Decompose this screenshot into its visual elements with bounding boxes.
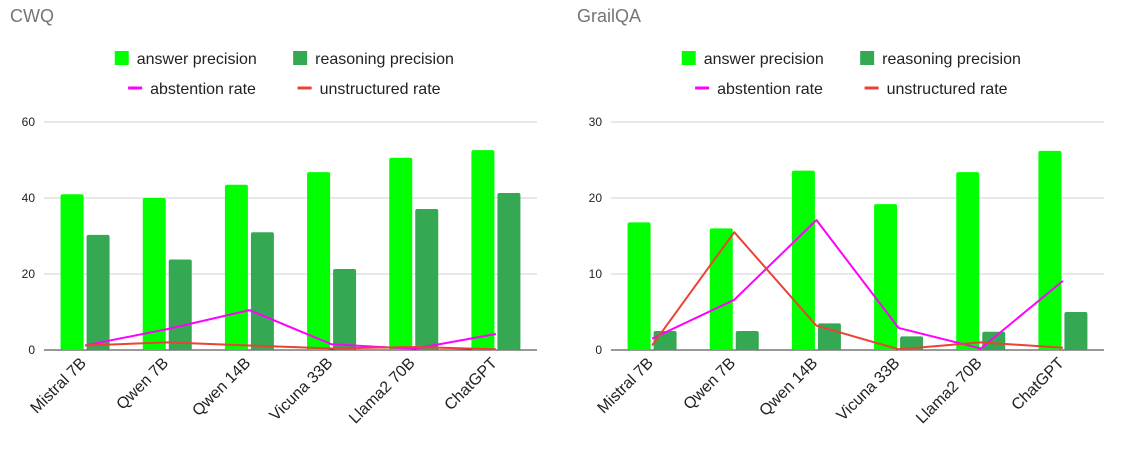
chart-panel-grailqa: GrailQA 0 10 20 30 answer precision reasoning…	[567, 0, 1134, 450]
x-tick-label: ChatGPT	[1009, 355, 1068, 414]
bar	[653, 331, 677, 350]
series-line	[651, 231, 1063, 351]
x-tick-label: Qwen 7B	[114, 355, 173, 414]
legend-label: reasoning precision	[882, 51, 1021, 68]
series-line	[85, 341, 496, 351]
bar	[86, 234, 110, 350]
bar	[709, 228, 733, 350]
bar	[956, 172, 980, 350]
x-tick-label: Llama2 70B	[913, 355, 985, 427]
chart-title: GrailQA	[577, 6, 642, 26]
y-tick-label: 60	[22, 115, 36, 129]
x-tick-label: Qwen 7B	[681, 355, 740, 414]
legend-swatch	[681, 51, 696, 65]
bar	[900, 336, 924, 350]
bar	[1064, 312, 1088, 350]
y-tick-label: 40	[22, 191, 36, 205]
legend-label: answer precision	[704, 51, 824, 68]
bar	[982, 331, 1006, 350]
bar	[415, 209, 439, 350]
bar	[735, 331, 759, 350]
y-tick-label: 0	[28, 343, 35, 357]
x-tick-label: Vicuna 33B	[267, 355, 337, 425]
y-tick-label: 10	[589, 267, 603, 281]
legend-label: abstention rate	[717, 81, 823, 98]
bar	[874, 204, 898, 350]
legend-label: abstention rate	[150, 81, 256, 98]
bar	[224, 184, 248, 350]
x-tick-label: Qwen 14B	[189, 355, 254, 420]
legend-label: unstructured rate	[887, 81, 1008, 98]
x-tick-label: Llama2 70B	[346, 355, 418, 427]
legend-swatch	[293, 51, 308, 65]
x-tick-label: Mistral 7B	[28, 355, 90, 417]
chart-panel-cwq: CWQ 0 20 40 60 answer precision reasoning pre…	[10, 6, 537, 427]
legend-label: reasoning precision	[315, 51, 454, 68]
y-tick-label: 0	[595, 343, 602, 357]
bar	[60, 194, 84, 350]
legend-label: unstructured rate	[320, 81, 441, 98]
bar	[627, 222, 651, 350]
bar	[471, 150, 495, 350]
bar	[791, 170, 815, 350]
bar	[142, 198, 166, 350]
y-tick-label: 30	[589, 115, 603, 129]
bar	[333, 269, 357, 350]
bar	[1038, 150, 1062, 350]
x-tick-label: Qwen 14B	[756, 355, 821, 420]
chart-title: CWQ	[10, 6, 54, 26]
legend-label: answer precision	[137, 51, 257, 68]
bar	[250, 232, 274, 350]
x-tick-label: Mistral 7B	[595, 355, 657, 417]
legend-swatch	[860, 51, 875, 65]
y-tick-label: 20	[22, 267, 36, 281]
bar	[307, 172, 331, 350]
y-tick-label: 20	[589, 191, 603, 205]
bar	[389, 157, 413, 350]
x-tick-label: Vicuna 33B	[834, 355, 904, 425]
bar	[168, 259, 192, 350]
series-line	[651, 219, 1064, 350]
chart-svg: 0 20 40 60 answer precision reasoning precisi…	[22, 51, 537, 427]
legend-swatch	[114, 51, 129, 65]
x-tick-label: ChatGPT	[442, 355, 501, 414]
chart-svg: 0 10 20 30 answer precision reasoning precisi…	[589, 51, 1104, 427]
bar	[497, 193, 521, 350]
